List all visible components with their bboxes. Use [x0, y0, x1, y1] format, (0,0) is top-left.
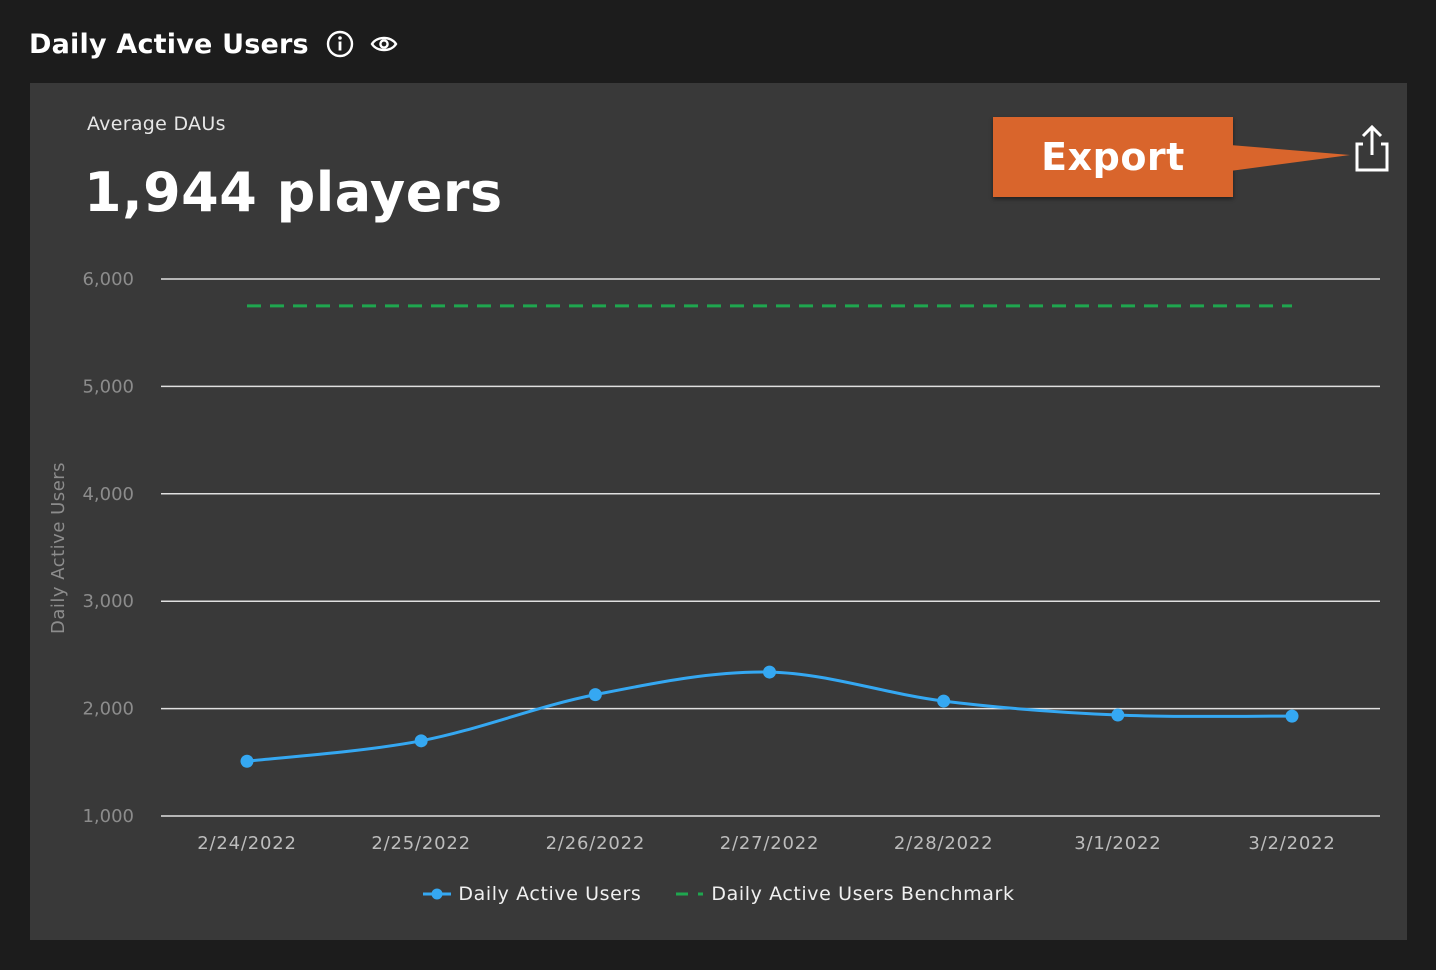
chart-legend: Daily Active Users Daily Active Users Be… [30, 883, 1407, 905]
y-axis-ticks: 1,000 2,000 3,000 4,000 5,000 6,000 [82, 269, 134, 827]
eye-icon[interactable] [369, 29, 399, 59]
x-tick-label: 2/27/2022 [720, 833, 820, 854]
legend-label-daily-active-users: Daily Active Users [458, 883, 642, 905]
series-line-daily-active-users [246, 670, 1293, 763]
x-axis-ticks: 2/24/2022 2/25/2022 2/26/2022 2/27/2022 2/28… [197, 833, 1335, 854]
y-tick-label: 1,000 [82, 806, 134, 827]
y-tick-label: 4,000 [82, 484, 134, 505]
share-export-icon[interactable] [1350, 123, 1394, 173]
x-tick-label: 2/25/2022 [371, 833, 471, 854]
y-tick-label: 5,000 [82, 376, 134, 397]
dau-chart-card: Average DAUs 1,944 players Export 1,000 2… [30, 83, 1407, 940]
export-callout[interactable]: Export [993, 117, 1233, 197]
data-point[interactable] [1285, 709, 1299, 723]
legend-label-benchmark: Daily Active Users Benchmark [711, 883, 1015, 905]
info-circle-icon[interactable] [325, 29, 355, 59]
y-tick-label: 6,000 [82, 269, 134, 290]
data-point[interactable] [1111, 708, 1125, 722]
y-tick-label: 3,000 [82, 591, 134, 612]
x-tick-label: 2/28/2022 [894, 833, 994, 854]
data-point[interactable] [763, 665, 776, 679]
page-header: Daily Active Users [29, 22, 399, 66]
x-tick-label: 3/1/2022 [1074, 833, 1161, 854]
x-tick-label: 2/24/2022 [197, 833, 297, 854]
average-daus-label: Average DAUs [87, 113, 226, 135]
y-axis-title: Daily Active Users [48, 462, 69, 634]
legend-item-daily-active-users[interactable]: Daily Active Users [422, 883, 641, 905]
legend-item-benchmark[interactable]: Daily Active Users Benchmark [675, 883, 1014, 905]
x-tick-label: 3/2/2022 [1248, 833, 1335, 854]
data-point[interactable] [937, 694, 951, 708]
dau-line-chart: 1,000 2,000 3,000 4,000 5,000 6,000 2/24/2022… [48, 269, 1380, 854]
legend-dashed-line-icon [676, 892, 704, 896]
data-point[interactable] [414, 734, 428, 748]
x-tick-label: 2/26/2022 [546, 833, 646, 854]
page-title: Daily Active Users [29, 28, 309, 60]
series-layer [240, 304, 1299, 768]
average-daus-value: 1,944 players [84, 161, 503, 224]
data-point[interactable] [588, 688, 602, 702]
legend-line-marker-icon [423, 888, 452, 900]
y-tick-label: 2,000 [82, 699, 134, 720]
grid-layer [161, 278, 1380, 817]
data-point[interactable] [240, 754, 254, 768]
